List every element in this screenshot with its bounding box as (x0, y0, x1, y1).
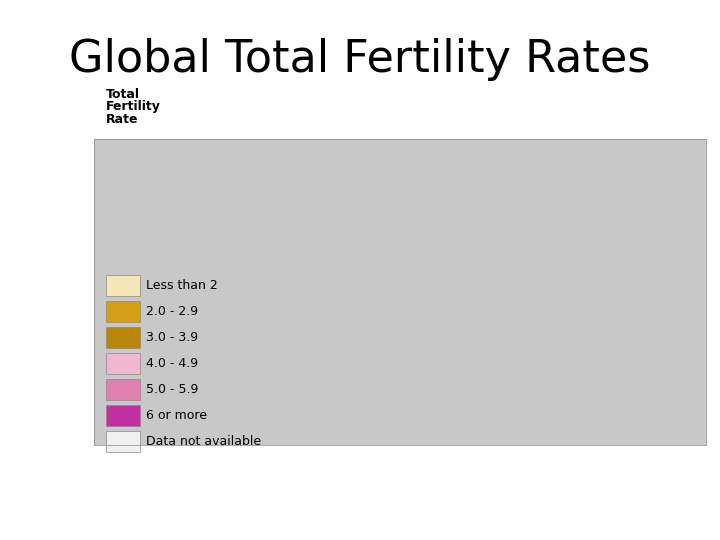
FancyBboxPatch shape (106, 379, 140, 400)
Text: Less than 2: Less than 2 (145, 279, 217, 292)
FancyBboxPatch shape (106, 301, 140, 322)
Text: 4.0 - 4.9: 4.0 - 4.9 (145, 357, 198, 370)
Text: Fertility: Fertility (106, 100, 161, 113)
FancyBboxPatch shape (106, 353, 140, 374)
Text: Rate: Rate (106, 112, 138, 126)
Text: 2.0 - 2.9: 2.0 - 2.9 (145, 305, 198, 318)
Text: 3.0 - 3.9: 3.0 - 3.9 (145, 331, 198, 344)
FancyBboxPatch shape (106, 327, 140, 348)
Text: 6 or more: 6 or more (145, 409, 207, 422)
Text: Total: Total (106, 88, 140, 101)
FancyBboxPatch shape (106, 405, 140, 426)
FancyBboxPatch shape (106, 275, 140, 296)
FancyBboxPatch shape (106, 431, 140, 453)
Text: Data not available: Data not available (145, 435, 261, 448)
Text: 5.0 - 5.9: 5.0 - 5.9 (145, 383, 198, 396)
Text: Global Total Fertility Rates: Global Total Fertility Rates (69, 38, 651, 81)
